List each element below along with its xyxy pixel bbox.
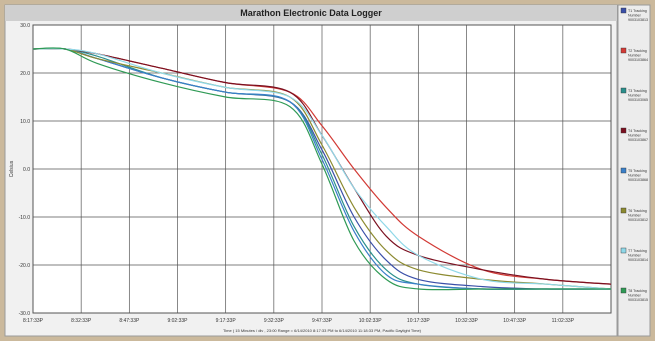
legend-swatch [620,47,627,54]
y-tick-label: -20.0 [19,263,31,269]
series-line-t8 [32,47,611,291]
legend-label: Number [628,54,642,58]
y-axis-label: Celsius [9,160,15,177]
legend-label: T1 Tracking [628,9,647,13]
legend-label: Number [628,214,642,218]
x-tick-labels: 8:17:33P 8:32:33P 8:47:33P 9:02:33P 9:17:33P… [23,318,575,324]
grid-lines [32,24,611,314]
legend-label: T8 Tracking [628,289,647,293]
x-tick-label: 10:17:33P [407,318,430,324]
legend-label: 9003103815 [628,298,648,302]
chart-title: Marathon Electronic Data Logger [240,8,382,18]
x-tick-label: 9:17:33P [216,318,237,324]
y-tick-label: 30.0 [20,23,30,29]
legend-label: Number [628,254,642,258]
y-tick-label: 10.0 [20,119,30,125]
legend-label: Number [628,294,642,298]
legend-label: 9003103867 [628,138,648,142]
series-lines [32,47,612,291]
legend-swatch [620,87,627,94]
y-tick-label: 0.0 [23,167,30,173]
x-axis-label: Time ( 15 Minutes / div , 23:00 Range = … [223,328,422,333]
legend-label: T3 Tracking [628,89,647,93]
x-tick-label: 10:02:33P [359,318,382,324]
legend-label: T2 Tracking [628,49,647,53]
legend-label: T4 Tracking [628,129,647,133]
legend-label: 9003103812 [628,218,648,222]
legend-swatch [620,207,627,214]
y-tick-label: -30.0 [19,311,31,317]
legend-label: T5 Tracking [628,169,647,173]
legend-label: 9003103814 [628,258,648,262]
legend-swatch [620,247,627,254]
legend-swatch [620,287,627,294]
legend-label: Number [628,134,642,138]
y-tick-labels: 30.0 20.0 10.0 0.0 -10.0 -20.0 -30.0 [19,23,31,317]
legend-label: 9003103813 [628,18,648,22]
x-tick-label: 10:32:33P [455,318,478,324]
legend-label: Number [628,174,642,178]
legend-swatch [620,7,627,14]
x-tick-label: 10:47:33P [503,318,526,324]
x-tick-label: 8:47:33P [119,318,140,324]
x-tick-label: 9:02:33P [167,318,188,324]
legend-label: Number [628,94,642,98]
x-tick-label: 9:32:33P [264,318,285,324]
legend-label: 9003103868 [628,178,648,182]
legend-label: T6 Tracking [628,209,647,213]
legend-swatch [620,167,627,174]
legend-label: Number [628,14,642,18]
y-tick-label: 20.0 [20,71,30,77]
legend-swatch [620,127,627,134]
y-tick-label: -10.0 [19,215,31,221]
x-tick-label: 11:02:33P [552,318,575,324]
x-tick-label: 8:17:33P [23,318,44,324]
series-line-t7 [32,48,612,290]
x-tick-label: 8:32:33P [71,318,92,324]
legend-label: 9003103864 [628,58,648,62]
x-tick-label: 9:47:33P [312,318,333,324]
legend-label: T7 Tracking [628,249,647,253]
legend-label: 9003103065 [628,98,648,102]
